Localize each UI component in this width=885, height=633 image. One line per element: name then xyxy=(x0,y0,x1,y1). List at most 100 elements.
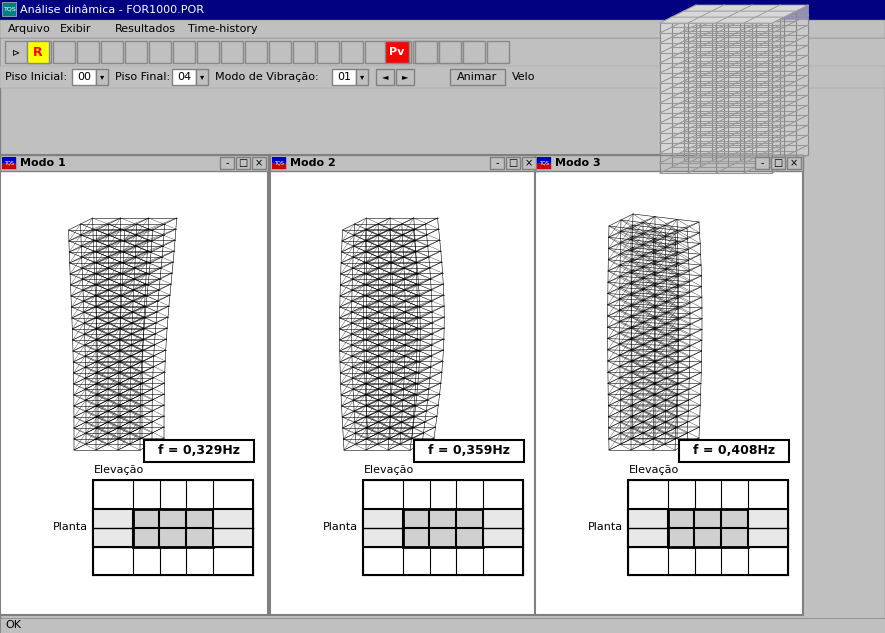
Polygon shape xyxy=(653,231,675,245)
Bar xyxy=(101,41,123,63)
Polygon shape xyxy=(768,5,808,11)
Polygon shape xyxy=(73,406,96,417)
Text: f = 0,408Hz: f = 0,408Hz xyxy=(693,444,775,458)
Polygon shape xyxy=(772,47,784,63)
Bar xyxy=(535,155,803,615)
Bar xyxy=(93,508,133,546)
Polygon shape xyxy=(744,53,772,63)
Polygon shape xyxy=(341,252,366,263)
Polygon shape xyxy=(796,145,808,161)
Bar xyxy=(332,69,356,85)
Bar xyxy=(483,508,523,546)
Polygon shape xyxy=(631,384,654,395)
Polygon shape xyxy=(728,11,768,17)
Polygon shape xyxy=(796,125,808,141)
Polygon shape xyxy=(122,274,149,285)
Bar xyxy=(755,157,769,169)
Polygon shape xyxy=(608,327,631,339)
Polygon shape xyxy=(366,406,391,417)
Bar xyxy=(0,20,885,38)
Bar xyxy=(2,157,16,169)
Polygon shape xyxy=(740,5,780,11)
Polygon shape xyxy=(69,241,96,252)
Text: □: □ xyxy=(238,158,248,168)
Polygon shape xyxy=(608,384,631,395)
Polygon shape xyxy=(96,307,121,318)
Polygon shape xyxy=(71,296,96,307)
Polygon shape xyxy=(118,395,141,406)
Bar xyxy=(272,157,286,163)
Polygon shape xyxy=(340,285,366,296)
Polygon shape xyxy=(631,439,653,450)
Polygon shape xyxy=(608,248,631,262)
Polygon shape xyxy=(631,262,654,275)
Text: Modo 1: Modo 1 xyxy=(20,158,65,168)
Polygon shape xyxy=(631,251,654,264)
Text: ◄: ◄ xyxy=(381,73,389,82)
Text: f = 0,329Hz: f = 0,329Hz xyxy=(158,444,240,458)
Text: 00: 00 xyxy=(77,72,91,82)
Text: R: R xyxy=(34,46,42,58)
Polygon shape xyxy=(654,362,678,373)
Polygon shape xyxy=(389,428,413,439)
Polygon shape xyxy=(366,362,393,373)
Bar xyxy=(413,41,435,63)
Polygon shape xyxy=(756,11,796,17)
Bar xyxy=(0,38,885,66)
Polygon shape xyxy=(784,71,796,87)
Bar xyxy=(385,41,409,63)
Bar xyxy=(487,41,509,63)
Polygon shape xyxy=(654,264,677,277)
Polygon shape xyxy=(784,61,796,77)
Polygon shape xyxy=(73,384,96,395)
Polygon shape xyxy=(366,428,389,439)
Polygon shape xyxy=(96,274,123,285)
Polygon shape xyxy=(341,263,366,274)
Bar xyxy=(5,41,27,63)
Text: Time-history: Time-history xyxy=(188,24,258,34)
Bar xyxy=(53,41,75,63)
Polygon shape xyxy=(772,77,784,93)
Polygon shape xyxy=(784,41,796,57)
Bar xyxy=(537,157,551,163)
Polygon shape xyxy=(388,439,412,450)
Polygon shape xyxy=(119,384,141,395)
Polygon shape xyxy=(654,253,677,266)
Polygon shape xyxy=(688,163,716,173)
Bar xyxy=(668,508,748,546)
Polygon shape xyxy=(716,73,744,83)
Polygon shape xyxy=(96,384,119,395)
Polygon shape xyxy=(366,318,393,329)
Polygon shape xyxy=(119,373,142,384)
Text: TQS: TQS xyxy=(274,161,284,165)
Polygon shape xyxy=(73,373,96,384)
Polygon shape xyxy=(392,274,419,285)
Bar xyxy=(341,41,363,63)
Polygon shape xyxy=(796,85,808,101)
Polygon shape xyxy=(366,241,391,252)
Polygon shape xyxy=(772,67,784,83)
Polygon shape xyxy=(71,285,96,296)
Text: Elevação: Elevação xyxy=(364,465,414,475)
Bar xyxy=(537,157,551,169)
Text: TQS: TQS xyxy=(4,161,14,165)
Polygon shape xyxy=(688,113,716,123)
Polygon shape xyxy=(660,53,688,63)
Polygon shape xyxy=(96,340,119,351)
Polygon shape xyxy=(772,97,784,113)
Bar xyxy=(437,41,459,63)
Polygon shape xyxy=(393,340,420,351)
Bar xyxy=(628,508,668,546)
Polygon shape xyxy=(654,297,678,309)
Polygon shape xyxy=(784,131,796,147)
Polygon shape xyxy=(121,285,148,296)
Polygon shape xyxy=(70,263,96,274)
Polygon shape xyxy=(796,55,808,71)
Text: 04: 04 xyxy=(177,72,191,82)
Polygon shape xyxy=(631,229,653,242)
Polygon shape xyxy=(654,275,677,288)
Polygon shape xyxy=(366,296,393,307)
Bar xyxy=(149,41,171,63)
Bar xyxy=(72,69,96,85)
Bar xyxy=(93,480,253,575)
